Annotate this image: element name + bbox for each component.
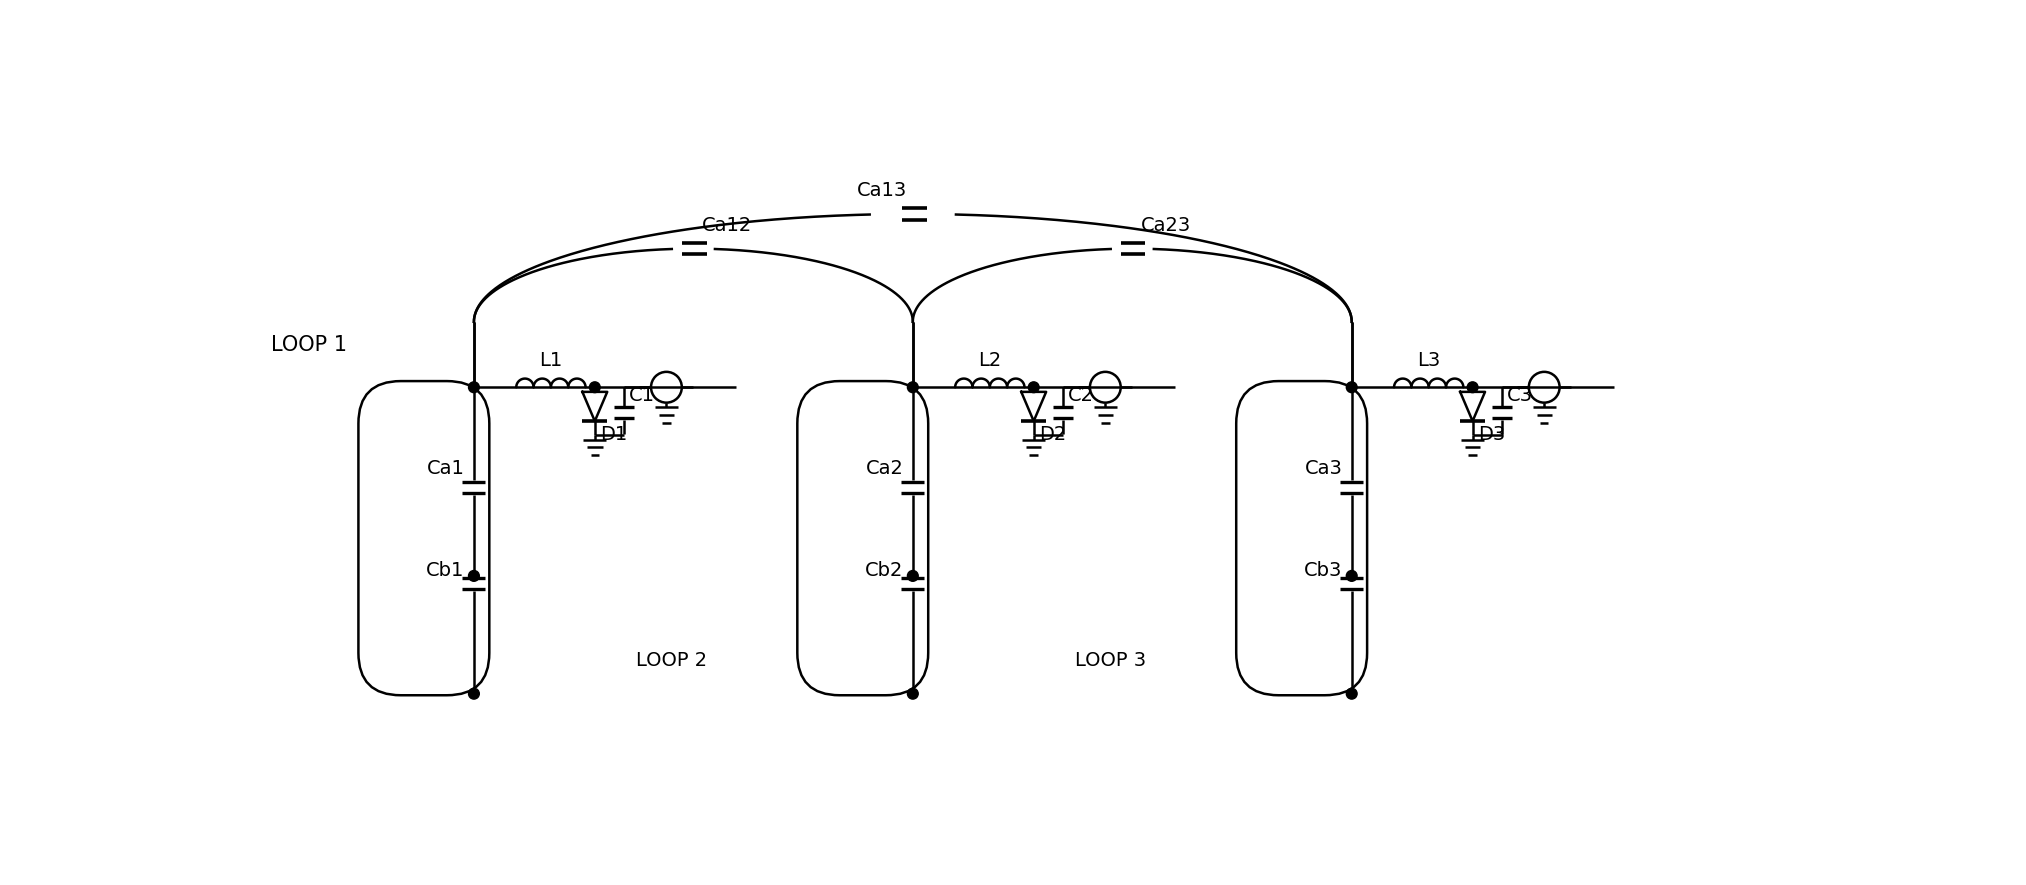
Text: L3: L3: [1416, 351, 1440, 370]
Text: C1: C1: [628, 386, 654, 405]
Text: C2: C2: [1068, 386, 1094, 405]
Text: Ca13: Ca13: [857, 181, 908, 200]
Circle shape: [468, 381, 480, 393]
Text: Ca3: Ca3: [1305, 459, 1343, 478]
Text: L1: L1: [539, 351, 563, 370]
Circle shape: [1347, 381, 1357, 393]
Circle shape: [1347, 689, 1357, 699]
Text: D2: D2: [1039, 425, 1066, 444]
Text: Ca12: Ca12: [701, 216, 752, 235]
Text: Ca23: Ca23: [1141, 216, 1191, 235]
Circle shape: [468, 689, 480, 699]
Circle shape: [1347, 571, 1357, 581]
Text: LOOP 2: LOOP 2: [636, 651, 707, 670]
Text: D3: D3: [1479, 425, 1505, 444]
Text: Ca2: Ca2: [865, 459, 904, 478]
Circle shape: [1467, 381, 1479, 393]
Circle shape: [908, 571, 918, 581]
Text: C3: C3: [1507, 386, 1532, 405]
Text: LOOP 3: LOOP 3: [1074, 651, 1145, 670]
Circle shape: [468, 571, 480, 581]
Text: Ca1: Ca1: [427, 459, 464, 478]
Text: L2: L2: [979, 351, 1001, 370]
Circle shape: [1029, 381, 1039, 393]
Text: Cb3: Cb3: [1305, 561, 1343, 580]
Text: Cb1: Cb1: [425, 561, 464, 580]
Text: D1: D1: [600, 425, 628, 444]
Text: Cb2: Cb2: [865, 561, 904, 580]
Circle shape: [908, 689, 918, 699]
Circle shape: [590, 381, 600, 393]
Circle shape: [908, 381, 918, 393]
Text: LOOP 1: LOOP 1: [271, 335, 346, 355]
